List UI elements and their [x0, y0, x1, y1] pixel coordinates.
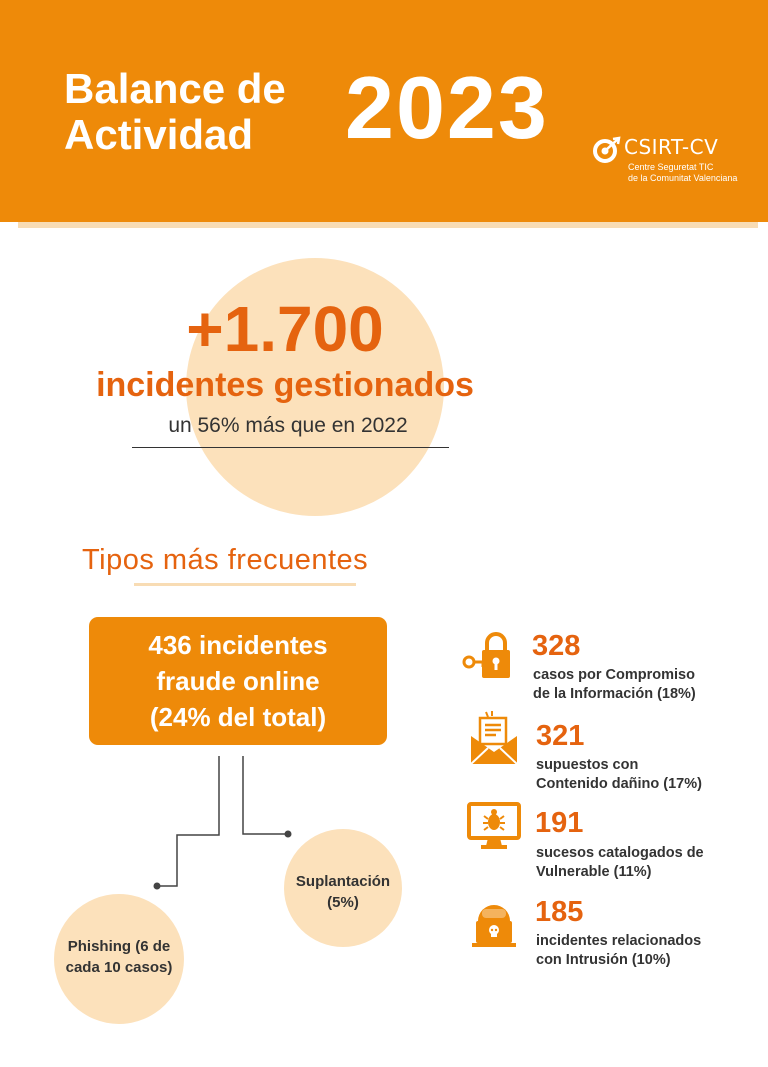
title-line-2: Actividad — [64, 111, 254, 158]
stat-text-intrusion-1: incidentes relacionados — [536, 933, 702, 949]
logo-subtitle-2: de la Comunitat Valenciana — [628, 173, 738, 183]
section-underline — [134, 583, 356, 586]
headline-subtitle: un 56% más que en 2022 — [168, 414, 408, 437]
suplantacion-percent: (5%) — [327, 894, 359, 911]
csirt-cv-logo: CSIRT-CV Centre Seguretat TIC de la Comu… — [592, 134, 742, 190]
connector-dot-phishing — [153, 882, 161, 890]
monitor-bug-icon — [467, 802, 521, 849]
page-title: Balance de Actividad — [64, 66, 286, 158]
suplantacion-label: Suplantación — [295, 873, 391, 890]
connector-dot-suplantacion — [284, 830, 292, 838]
stat-text-compromiso-2: de la Información (18%) — [533, 686, 696, 702]
stat-text-vulnerable-1: sucesos catalogados de — [536, 845, 704, 861]
fraud-line-3: (24% del total) — [149, 702, 327, 732]
connector-suplantacion — [242, 756, 288, 835]
headline-underline — [132, 447, 449, 448]
fraud-line-2: fraude online — [156, 666, 320, 696]
phishing-circle: Phishing (6 de cada 10 casos) — [54, 894, 184, 1024]
fraud-box: 436 incidentes fraude online (24% del to… — [89, 617, 387, 745]
lock-key-icon — [462, 632, 510, 678]
connector-phishing — [157, 756, 220, 887]
phishing-label-2: cada 10 casos) — [65, 959, 173, 976]
target-logo-icon — [593, 136, 621, 163]
header-banner — [0, 0, 768, 222]
year: 2023 — [345, 58, 549, 157]
logo-name: CSIRT-CV — [624, 135, 719, 159]
headline-label: incidentes gestionados — [96, 366, 474, 404]
stat-number-vulnerable: 191 — [535, 807, 584, 839]
logo-subtitle-1: Centre Seguretat TIC — [628, 162, 714, 172]
stat-number-compromiso: 328 — [532, 630, 581, 662]
stat-number-contenido: 321 — [536, 720, 585, 752]
header-divider — [18, 222, 758, 228]
stat-text-compromiso-1: casos por Compromiso — [533, 667, 695, 683]
phishing-label-1: Phishing (6 de — [67, 938, 171, 955]
headline-circle — [186, 258, 444, 516]
stat-number-intrusion: 185 — [535, 896, 584, 928]
stat-text-contenido-1: supuestos con — [536, 757, 639, 773]
section-title: Tipos más frecuentes — [82, 544, 369, 576]
hacker-icon — [472, 905, 516, 947]
stat-text-vulnerable-2: Vulnerable (11%) — [536, 864, 652, 880]
suplantacion-circle: Suplantación (5%) — [284, 829, 402, 947]
title-line-1: Balance de — [64, 65, 286, 112]
fraud-line-1: 436 incidentes — [148, 630, 328, 660]
envelope-document-icon — [470, 711, 518, 765]
headline-number: +1.700 — [186, 293, 384, 365]
stat-text-intrusion-2: con Intrusión (10%) — [536, 952, 671, 968]
stat-text-contenido-2: Contenido dañino (17%) — [536, 776, 702, 792]
